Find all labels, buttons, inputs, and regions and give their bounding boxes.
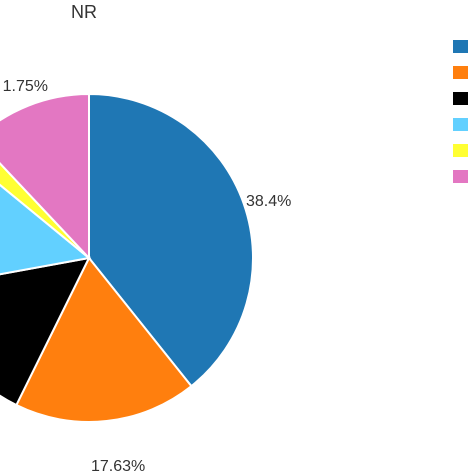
slice-label-0: 38.4% xyxy=(246,193,291,210)
legend-swatch-2 xyxy=(453,92,468,105)
legend-swatch-4 xyxy=(453,144,468,157)
pie-slice-2 xyxy=(0,256,91,407)
pie-slice-1 xyxy=(15,256,193,423)
slice-label-1: 17.63% xyxy=(91,458,145,474)
legend-swatch-0 xyxy=(453,40,468,53)
pie-slice-5 xyxy=(0,92,90,261)
chart-title: NR xyxy=(71,2,97,22)
legend-swatch-1 xyxy=(453,66,468,79)
legend-swatch-3 xyxy=(453,118,468,131)
slice-label-5: 1.75% xyxy=(3,78,48,95)
pie-slice-0 xyxy=(88,92,254,388)
legend xyxy=(453,40,468,196)
legend-swatch-5 xyxy=(453,170,468,183)
pie-slice-3 xyxy=(0,183,92,276)
